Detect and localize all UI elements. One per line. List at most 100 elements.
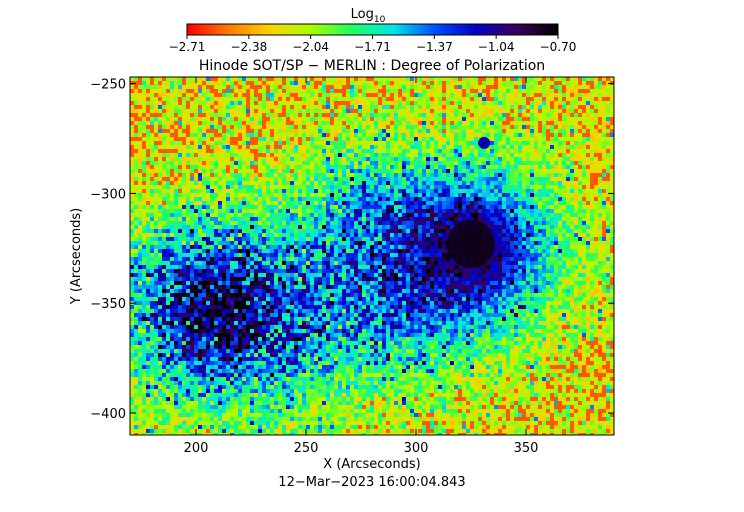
heatmap-cell bbox=[502, 113, 506, 117]
heatmap-cell bbox=[386, 117, 390, 121]
heatmap-cell bbox=[206, 217, 210, 221]
heatmap-cell bbox=[390, 89, 394, 93]
heatmap-cell bbox=[394, 213, 398, 217]
heatmap-cell bbox=[366, 101, 370, 105]
heatmap-cell bbox=[402, 213, 406, 217]
heatmap-cell bbox=[502, 229, 506, 233]
heatmap-cell bbox=[582, 169, 586, 173]
heatmap-cell bbox=[406, 165, 410, 169]
heatmap-cell bbox=[210, 133, 214, 137]
heatmap-cell bbox=[286, 133, 290, 137]
heatmap-cell bbox=[266, 81, 270, 85]
heatmap-cell bbox=[498, 185, 502, 189]
heatmap-cell bbox=[326, 253, 330, 257]
heatmap-cell bbox=[518, 161, 522, 165]
heatmap-cell bbox=[394, 181, 398, 185]
heatmap-cell bbox=[530, 149, 534, 153]
heatmap-cell bbox=[202, 157, 206, 161]
heatmap-cell bbox=[374, 185, 378, 189]
heatmap-cell bbox=[322, 197, 326, 201]
heatmap-cell bbox=[566, 193, 570, 197]
heatmap-cell bbox=[146, 165, 150, 169]
heatmap-cell bbox=[354, 161, 358, 165]
heatmap-cell bbox=[518, 201, 522, 205]
heatmap-cell bbox=[434, 101, 438, 105]
heatmap-cell bbox=[494, 121, 498, 125]
heatmap-cell bbox=[530, 181, 534, 185]
heatmap-cell bbox=[494, 177, 498, 181]
heatmap-cell bbox=[434, 77, 438, 81]
heatmap-cell bbox=[522, 225, 526, 229]
heatmap-cell bbox=[426, 165, 430, 169]
heatmap-cell bbox=[282, 245, 286, 249]
heatmap-cell bbox=[458, 177, 462, 181]
heatmap-cell bbox=[146, 229, 150, 233]
heatmap-cell bbox=[430, 229, 434, 233]
heatmap-cell bbox=[450, 221, 454, 225]
heatmap-cell bbox=[398, 189, 402, 193]
heatmap-cell bbox=[542, 185, 546, 189]
heatmap-cell bbox=[398, 229, 402, 233]
heatmap-cell bbox=[558, 145, 562, 149]
heatmap-cell bbox=[498, 245, 502, 249]
heatmap-cell bbox=[494, 93, 498, 97]
heatmap-cell bbox=[534, 109, 538, 113]
heatmap-cell bbox=[258, 229, 262, 233]
heatmap-cell bbox=[346, 189, 350, 193]
heatmap-cell bbox=[202, 189, 206, 193]
heatmap-cell bbox=[310, 117, 314, 121]
heatmap-cell bbox=[374, 125, 378, 129]
heatmap-cell bbox=[394, 137, 398, 141]
heatmap-cell bbox=[294, 245, 298, 249]
heatmap-cell bbox=[414, 93, 418, 97]
heatmap-cell bbox=[470, 201, 474, 205]
heatmap-cell bbox=[470, 205, 474, 209]
heatmap-cell bbox=[422, 177, 426, 181]
heatmap-cell bbox=[406, 253, 410, 257]
heatmap-cell bbox=[446, 113, 450, 117]
heatmap-cell bbox=[478, 205, 482, 209]
heatmap-cell bbox=[534, 157, 538, 161]
heatmap-cell bbox=[170, 93, 174, 97]
heatmap-cell bbox=[218, 225, 222, 229]
heatmap-cell bbox=[338, 117, 342, 121]
heatmap-cell bbox=[442, 233, 446, 237]
heatmap-cell bbox=[222, 137, 226, 141]
heatmap-cell bbox=[578, 197, 582, 201]
heatmap-cell bbox=[498, 149, 502, 153]
heatmap-cell bbox=[418, 133, 422, 137]
heatmap-cell bbox=[478, 125, 482, 129]
heatmap-cell bbox=[258, 217, 262, 221]
heatmap-cell bbox=[602, 93, 606, 97]
heatmap-cell bbox=[310, 221, 314, 225]
heatmap-cell bbox=[398, 217, 402, 221]
heatmap-cell bbox=[306, 201, 310, 205]
heatmap-cell bbox=[206, 77, 210, 81]
heatmap-cell bbox=[426, 197, 430, 201]
heatmap-cell bbox=[234, 97, 238, 101]
heatmap-cell bbox=[518, 197, 522, 201]
heatmap-cell bbox=[474, 133, 478, 137]
heatmap-cell bbox=[178, 245, 182, 249]
heatmap-cell bbox=[258, 253, 262, 257]
heatmap-cell bbox=[322, 177, 326, 181]
heatmap-cell bbox=[366, 237, 370, 241]
heatmap-cell bbox=[606, 193, 610, 197]
heatmap-cell bbox=[406, 229, 410, 233]
heatmap-cell bbox=[510, 197, 514, 201]
heatmap-cell bbox=[570, 129, 574, 133]
heatmap-cell bbox=[146, 177, 150, 181]
heatmap-cell bbox=[406, 77, 410, 81]
heatmap-cell bbox=[370, 129, 374, 133]
heatmap-cell bbox=[214, 141, 218, 145]
heatmap-cell bbox=[578, 149, 582, 153]
heatmap-cell bbox=[498, 101, 502, 105]
heatmap-cell bbox=[570, 237, 574, 241]
heatmap-cell bbox=[490, 161, 494, 165]
heatmap-cell bbox=[162, 165, 166, 169]
heatmap-cell bbox=[338, 245, 342, 249]
heatmap-cell bbox=[194, 145, 198, 149]
heatmap-cell bbox=[522, 193, 526, 197]
heatmap-cell bbox=[250, 177, 254, 181]
heatmap-cell bbox=[350, 201, 354, 205]
